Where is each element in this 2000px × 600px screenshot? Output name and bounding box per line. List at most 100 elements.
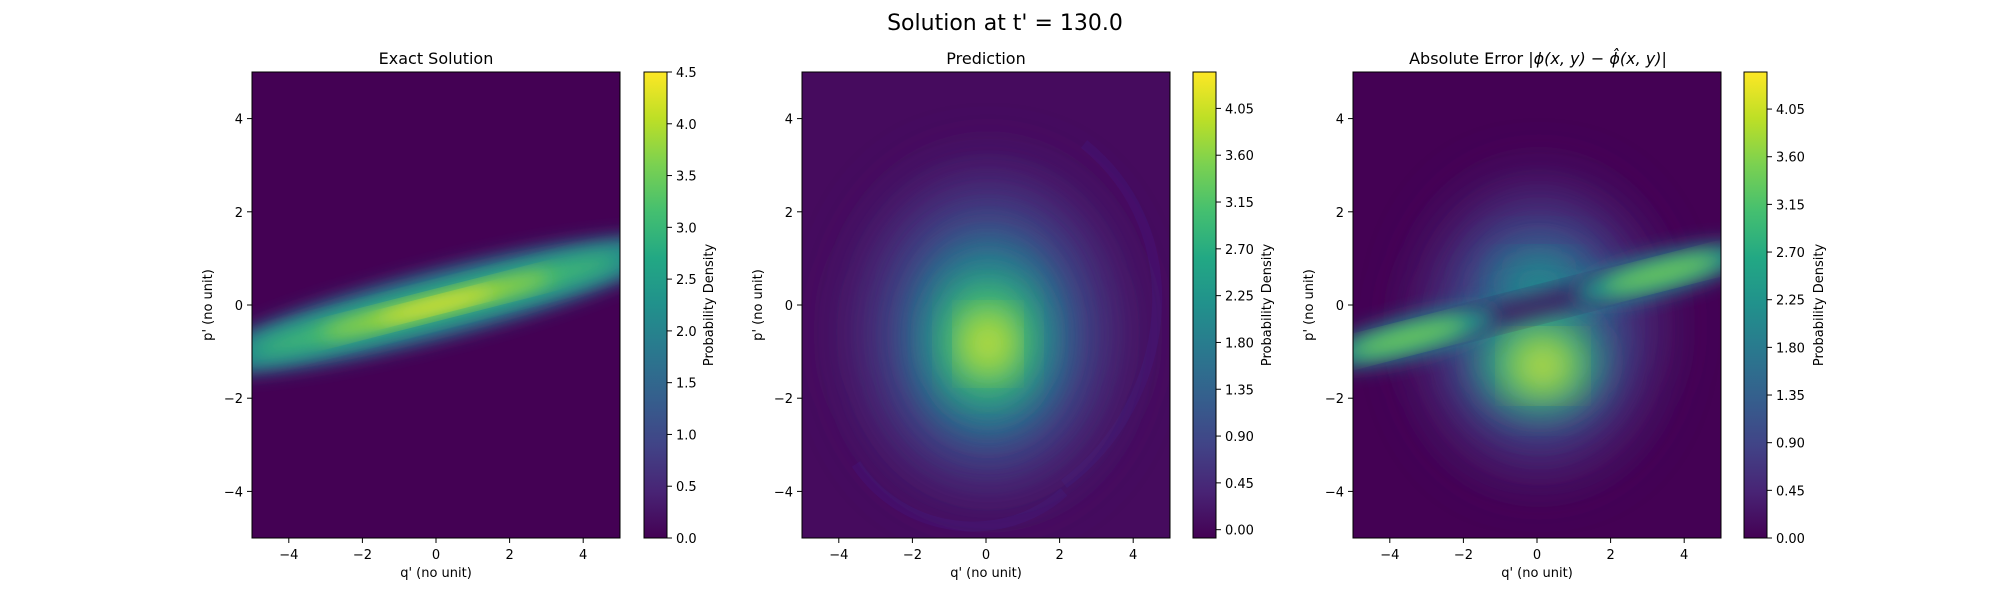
y-tick-label: −4 xyxy=(774,485,793,500)
x-tick-label: −2 xyxy=(903,548,922,563)
heatmap-plot-area xyxy=(1352,71,1722,539)
colorbar-tick-label: 4.5 xyxy=(676,66,697,81)
x-axis-ticks: −4 −2 0 2 4 xyxy=(829,538,1137,563)
colorbar-tick-label: 1.80 xyxy=(1225,336,1254,351)
colorbar: 0.00 0.45 0.90 1.35 1.80 2.25 2.70 3.15 3.60 4.05… xyxy=(1743,71,1827,547)
colorbar-tick-label: 4.0 xyxy=(676,118,697,133)
x-tick-label: −2 xyxy=(1454,548,1473,563)
panel-title: Prediction xyxy=(946,49,1025,68)
colorbar-tick-label: 2.25 xyxy=(1776,294,1805,309)
heatmap-plot-area xyxy=(801,71,1171,539)
colorbar-tick-label: 0.5 xyxy=(676,480,697,495)
colorbar: 0.0 0.5 1.0 1.5 2.0 2.5 3.0 3.5 4.0 4.5 Probabili… xyxy=(643,66,717,547)
colorbar-tick-label: 3.60 xyxy=(1776,151,1805,166)
x-tick-label: 0 xyxy=(1533,548,1541,563)
colorbar-tick-label: 0.90 xyxy=(1225,430,1254,445)
title-suffix: (x, y)| xyxy=(1620,49,1667,68)
colorbar-tick-label: 0.0 xyxy=(676,532,697,547)
x-tick-label: 4 xyxy=(1129,548,1137,563)
x-tick-label: −4 xyxy=(829,548,848,563)
x-tick-label: 0 xyxy=(982,548,990,563)
x-axis-label: q' (no unit) xyxy=(1501,566,1573,581)
colorbar-label: Probability Density xyxy=(1260,244,1275,367)
panel-absolute-error: Absolute Error |ϕ(x, y) − ϕ̂(x, y)| xyxy=(1302,48,1827,581)
x-axis-label: q' (no unit) xyxy=(400,566,472,581)
y-tick-label: 2 xyxy=(1336,206,1344,221)
heatmap-band xyxy=(252,238,620,372)
y-tick-label: 0 xyxy=(785,299,793,314)
colorbar-gradient xyxy=(1743,71,1768,539)
y-tick-label: 2 xyxy=(785,206,793,221)
colorbar-ticks: 0.00 0.45 0.90 1.35 1.80 2.25 2.70 3.15 3.60 4.05 xyxy=(1216,102,1254,539)
colorbar-tick-label: 0.45 xyxy=(1225,477,1254,492)
x-tick-label: −2 xyxy=(353,548,372,563)
y-tick-label: −2 xyxy=(224,392,243,407)
x-tick-label: 2 xyxy=(1055,548,1063,563)
colorbar-tick-label: 1.0 xyxy=(676,428,697,443)
y-tick-label: −4 xyxy=(1325,485,1344,500)
y-axis-ticks: −4 −2 0 2 4 xyxy=(224,113,252,500)
colorbar-tick-label: 1.35 xyxy=(1776,389,1805,404)
x-tick-label: 2 xyxy=(505,548,513,563)
colorbar-ticks: 0.00 0.45 0.90 1.35 1.80 2.25 2.70 3.15 3.60 4.05 xyxy=(1767,103,1805,547)
colorbar-tick-label: 2.0 xyxy=(676,325,697,340)
panel-title: Absolute Error |ϕ(x, y) − ϕ̂(x, y)| xyxy=(1409,48,1667,68)
x-axis-label: q' (no unit) xyxy=(950,566,1022,581)
colorbar-gradient xyxy=(643,71,668,539)
heatmap-swirl xyxy=(851,140,1163,532)
figure-suptitle: Solution at t' = 130.0 xyxy=(887,11,1123,36)
colorbar-tick-label: 2.25 xyxy=(1225,290,1254,305)
x-axis-ticks: −4 −2 0 2 4 xyxy=(279,538,587,563)
y-axis-label: p' (no unit) xyxy=(1302,269,1317,341)
x-tick-label: −4 xyxy=(279,548,298,563)
colorbar-tick-label: 0.00 xyxy=(1776,532,1805,547)
colorbar-ticks: 0.0 0.5 1.0 1.5 2.0 2.5 3.0 3.5 4.0 4.5 xyxy=(667,66,697,547)
colorbar-label: Probability Density xyxy=(1812,244,1827,367)
colorbar-tick-label: 1.80 xyxy=(1776,341,1805,356)
heatmap-blob xyxy=(1431,191,1647,463)
y-axis-ticks: −4 −2 0 2 4 xyxy=(774,113,802,500)
title-hat: ϕ̂ xyxy=(1609,48,1620,68)
colorbar: 0.00 0.45 0.90 1.35 1.80 2.25 2.70 3.15 3.60 4.05… xyxy=(1192,71,1275,539)
x-axis-ticks: −4 −2 0 2 4 xyxy=(1380,538,1688,563)
y-tick-label: 0 xyxy=(235,299,243,314)
panel-title: Exact Solution xyxy=(379,49,494,68)
y-axis-ticks: −4 −2 0 2 4 xyxy=(1325,113,1353,500)
heatmap-plot-area xyxy=(251,71,621,539)
colorbar-label: Probability Density xyxy=(702,244,717,367)
title-math: ϕ(x, y) − xyxy=(1534,49,1610,68)
x-tick-label: 0 xyxy=(432,548,440,563)
colorbar-tick-label: 2.5 xyxy=(676,273,697,288)
colorbar-tick-label: 1.5 xyxy=(676,377,697,392)
x-tick-label: 2 xyxy=(1606,548,1614,563)
heatmap-blob xyxy=(862,176,1114,488)
y-tick-label: 4 xyxy=(235,113,243,128)
colorbar-gradient xyxy=(1192,71,1217,539)
x-tick-label: 4 xyxy=(579,548,587,563)
colorbar-tick-label: 0.90 xyxy=(1776,437,1805,452)
x-tick-label: 4 xyxy=(1680,548,1688,563)
y-tick-label: 4 xyxy=(1336,113,1344,128)
x-tick-label: −4 xyxy=(1380,548,1399,563)
colorbar-tick-label: 3.15 xyxy=(1776,198,1805,213)
colorbar-tick-label: 3.0 xyxy=(676,221,697,236)
colorbar-tick-label: 3.5 xyxy=(676,170,697,185)
y-tick-label: −2 xyxy=(1325,392,1344,407)
colorbar-tick-label: 0.45 xyxy=(1776,484,1805,499)
colorbar-tick-label: 4.05 xyxy=(1225,102,1254,117)
y-tick-label: 4 xyxy=(785,113,793,128)
colorbar-tick-label: 3.60 xyxy=(1225,149,1254,164)
colorbar-tick-label: 0.00 xyxy=(1225,524,1254,539)
colorbar-tick-label: 4.05 xyxy=(1776,103,1805,118)
colorbar-tick-label: 2.70 xyxy=(1225,243,1254,258)
y-tick-label: −2 xyxy=(774,392,793,407)
title-prefix: Absolute Error | xyxy=(1409,49,1534,68)
y-tick-label: 0 xyxy=(1336,299,1344,314)
panel-prediction: Prediction −4 −2 0 2 4 xyxy=(751,49,1275,581)
y-tick-label: 2 xyxy=(235,206,243,221)
colorbar-tick-label: 1.35 xyxy=(1225,383,1254,398)
heatmap-band xyxy=(1353,243,1721,368)
panel-exact-solution: Exact Solution −4 −2 0 2 4 −4 −2 0 2 4 q' (no un… xyxy=(201,49,717,581)
y-tick-label: −4 xyxy=(224,485,243,500)
